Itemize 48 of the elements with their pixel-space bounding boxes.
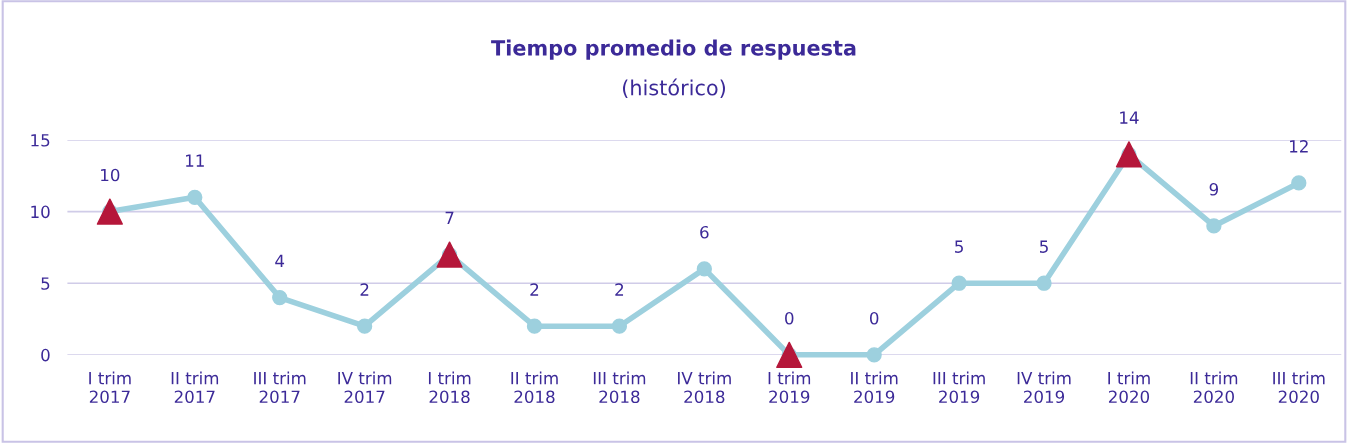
x-tick-label: IV trim 2018 bbox=[678, 371, 731, 404]
data-label: 5 bbox=[955, 240, 963, 253]
y-tick-label: 15 bbox=[31, 134, 50, 147]
x-tick-label: II trim 2018 bbox=[511, 371, 558, 404]
data-label: 9 bbox=[1209, 183, 1218, 196]
data-label: 0 bbox=[869, 311, 879, 325]
data-label: 10 bbox=[101, 168, 120, 182]
point bbox=[1036, 275, 1052, 291]
point bbox=[951, 275, 967, 291]
data-label: 11 bbox=[186, 154, 204, 167]
x-tick-label: III trim 2018 bbox=[593, 371, 646, 404]
x-tick-label: II trim 2019 bbox=[851, 371, 898, 404]
data-label: 12 bbox=[1290, 140, 1308, 153]
point bbox=[866, 347, 882, 363]
y-tick-label: 5 bbox=[41, 277, 50, 290]
point bbox=[526, 318, 543, 334]
data-label: 2 bbox=[530, 283, 539, 296]
x-tick-label: II trim 2020 bbox=[1190, 371, 1238, 404]
point bbox=[1206, 218, 1222, 234]
chart-title: Tiempo promedio de respuesta bbox=[491, 39, 856, 60]
point bbox=[272, 289, 288, 306]
chart-subtitle: (histórico) bbox=[623, 78, 725, 98]
x-tick-label: III trim 2017 bbox=[254, 371, 306, 404]
point bbox=[696, 261, 712, 277]
x-tick-label: II trim 2017 bbox=[171, 371, 219, 404]
data-label: 6 bbox=[700, 225, 709, 239]
data-label: 5 bbox=[1040, 240, 1048, 253]
data-label: 0 bbox=[785, 311, 794, 325]
x-tick-label: IV trim 2019 bbox=[1017, 371, 1071, 404]
data-label: 7 bbox=[445, 211, 454, 225]
y-tick-label: 10 bbox=[31, 205, 50, 219]
point bbox=[1291, 175, 1307, 191]
point bbox=[187, 189, 203, 205]
data-label: 4 bbox=[275, 254, 285, 267]
point bbox=[611, 318, 628, 334]
x-tick-label: I trim 2019 bbox=[768, 371, 811, 404]
x-tick-label: III trim 2020 bbox=[1273, 371, 1325, 404]
x-tick-label: I trim 2020 bbox=[1108, 371, 1150, 404]
point bbox=[356, 318, 373, 334]
data-label: 14 bbox=[1120, 111, 1139, 124]
point bbox=[96, 198, 123, 225]
x-tick-label: I trim 2017 bbox=[89, 371, 131, 404]
y-tick-label: 0 bbox=[41, 348, 50, 362]
data-label: 2 bbox=[615, 283, 624, 296]
data-label: 2 bbox=[360, 283, 369, 296]
x-tick-label: IV trim 2017 bbox=[338, 371, 392, 404]
x-tick-label: III trim 2019 bbox=[933, 371, 985, 404]
x-tick-label: I trim 2018 bbox=[428, 371, 471, 404]
